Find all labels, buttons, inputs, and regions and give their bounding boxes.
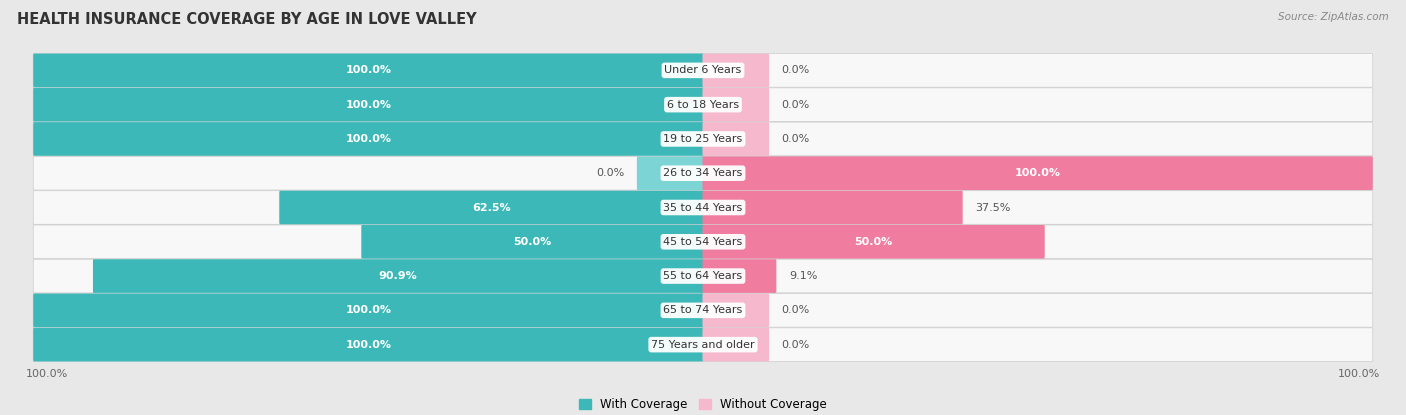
FancyBboxPatch shape — [703, 328, 769, 361]
FancyBboxPatch shape — [703, 54, 769, 87]
Text: 65 to 74 Years: 65 to 74 Years — [664, 305, 742, 315]
FancyBboxPatch shape — [34, 225, 1372, 259]
Text: 100.0%: 100.0% — [346, 134, 391, 144]
Text: 100.0%: 100.0% — [346, 66, 391, 76]
FancyBboxPatch shape — [34, 54, 1372, 87]
FancyBboxPatch shape — [34, 293, 703, 327]
FancyBboxPatch shape — [703, 88, 769, 122]
FancyBboxPatch shape — [34, 293, 1372, 327]
Text: 26 to 34 Years: 26 to 34 Years — [664, 168, 742, 178]
FancyBboxPatch shape — [703, 259, 776, 293]
FancyBboxPatch shape — [34, 191, 1372, 224]
FancyBboxPatch shape — [703, 191, 963, 224]
Text: 19 to 25 Years: 19 to 25 Years — [664, 134, 742, 144]
FancyBboxPatch shape — [637, 156, 703, 190]
Text: 100.0%: 100.0% — [1015, 168, 1060, 178]
Text: 75 Years and older: 75 Years and older — [651, 339, 755, 349]
Text: 100.0%: 100.0% — [346, 305, 391, 315]
Text: 37.5%: 37.5% — [976, 203, 1011, 212]
Text: 9.1%: 9.1% — [789, 271, 817, 281]
Text: 100.0%: 100.0% — [346, 339, 391, 349]
Text: 62.5%: 62.5% — [472, 203, 510, 212]
Text: 50.0%: 50.0% — [855, 237, 893, 247]
Legend: With Coverage, Without Coverage: With Coverage, Without Coverage — [574, 393, 832, 415]
FancyBboxPatch shape — [703, 225, 1045, 259]
Text: 0.0%: 0.0% — [596, 168, 624, 178]
Text: 45 to 54 Years: 45 to 54 Years — [664, 237, 742, 247]
Text: 0.0%: 0.0% — [782, 66, 810, 76]
FancyBboxPatch shape — [34, 259, 1372, 293]
Text: 0.0%: 0.0% — [782, 100, 810, 110]
FancyBboxPatch shape — [280, 191, 703, 224]
Text: 6 to 18 Years: 6 to 18 Years — [666, 100, 740, 110]
Text: 0.0%: 0.0% — [782, 134, 810, 144]
FancyBboxPatch shape — [34, 328, 1372, 361]
FancyBboxPatch shape — [34, 88, 1372, 122]
FancyBboxPatch shape — [93, 259, 703, 293]
FancyBboxPatch shape — [703, 156, 1372, 190]
Text: 0.0%: 0.0% — [782, 305, 810, 315]
FancyBboxPatch shape — [34, 328, 703, 361]
Text: Source: ZipAtlas.com: Source: ZipAtlas.com — [1278, 12, 1389, 22]
FancyBboxPatch shape — [703, 122, 769, 156]
FancyBboxPatch shape — [34, 156, 1372, 190]
FancyBboxPatch shape — [34, 54, 703, 87]
Text: 100.0%: 100.0% — [346, 100, 391, 110]
Text: 55 to 64 Years: 55 to 64 Years — [664, 271, 742, 281]
FancyBboxPatch shape — [34, 88, 703, 122]
Text: 90.9%: 90.9% — [378, 271, 418, 281]
Text: HEALTH INSURANCE COVERAGE BY AGE IN LOVE VALLEY: HEALTH INSURANCE COVERAGE BY AGE IN LOVE… — [17, 12, 477, 27]
Text: Under 6 Years: Under 6 Years — [665, 66, 741, 76]
Text: 0.0%: 0.0% — [782, 339, 810, 349]
Text: 50.0%: 50.0% — [513, 237, 551, 247]
FancyBboxPatch shape — [34, 122, 703, 156]
FancyBboxPatch shape — [703, 293, 769, 327]
Text: 35 to 44 Years: 35 to 44 Years — [664, 203, 742, 212]
FancyBboxPatch shape — [34, 122, 1372, 156]
FancyBboxPatch shape — [361, 225, 703, 259]
